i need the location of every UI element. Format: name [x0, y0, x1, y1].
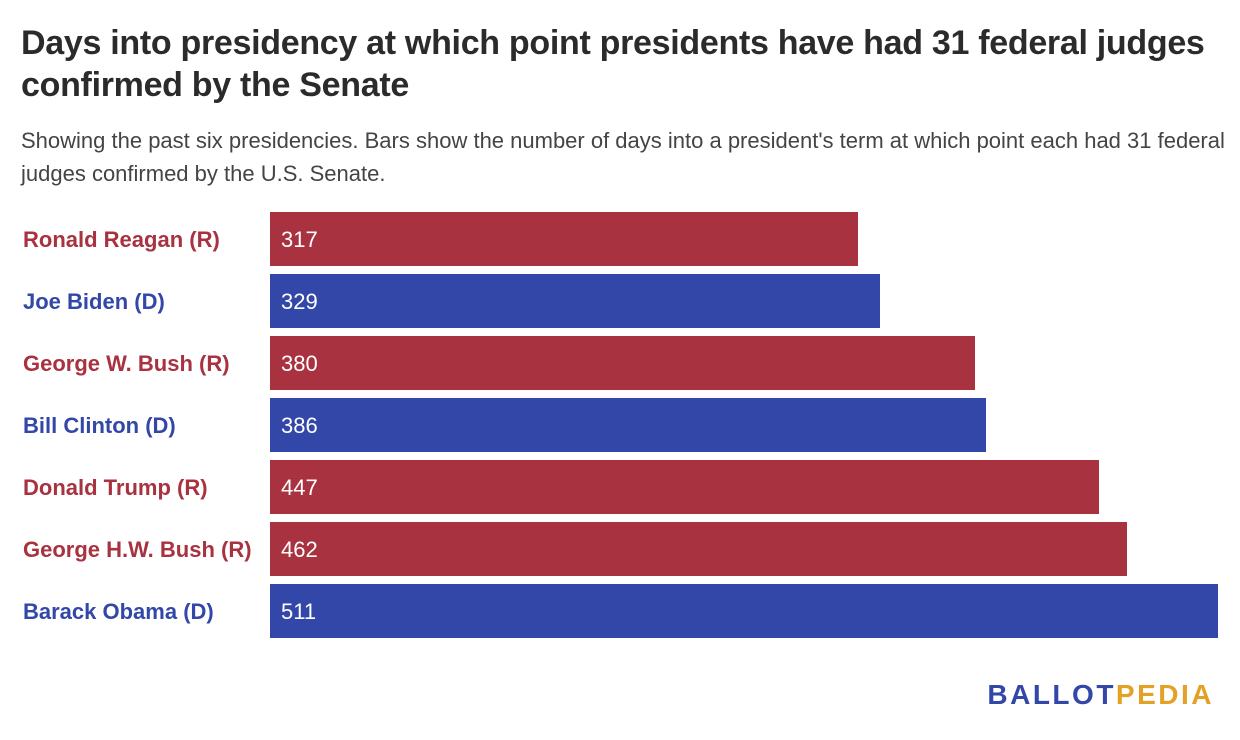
value-label-joe-biden-d: 329	[281, 289, 318, 314]
value-label-george-w-bush-r: 380	[281, 351, 318, 376]
bar-george-w-bush-r	[270, 336, 975, 390]
category-label-donald-trump-r: Donald Trump (R)	[23, 475, 208, 500]
value-label-bill-clinton-d: 386	[281, 413, 318, 438]
value-label-george-h-w-bush-r: 462	[281, 537, 318, 562]
bar-barack-obama-d	[270, 584, 1218, 638]
logo-part-ballot: BALLOT	[987, 679, 1116, 710]
category-label-barack-obama-d: Barack Obama (D)	[23, 599, 214, 624]
ballotpedia-logo: BALLOTPEDIA	[987, 678, 1214, 712]
chart-subtitle: Showing the past six presidencies. Bars …	[21, 128, 1225, 186]
category-label-joe-biden-d: Joe Biden (D)	[23, 289, 165, 314]
category-label-george-h-w-bush-r: George H.W. Bush (R)	[23, 537, 252, 562]
bar-chart: Ronald Reagan (R) 317 Joe Biden (D) 329 Geor…	[23, 212, 1218, 638]
bar-bill-clinton-d	[270, 398, 986, 452]
category-label-ronald-reagan-r: Ronald Reagan (R)	[23, 227, 220, 252]
logo-part-pedia: PEDIA	[1115, 679, 1214, 710]
bar-george-h-w-bush-r	[270, 522, 1127, 576]
category-label-george-w-bush-r: George W. Bush (R)	[23, 351, 230, 376]
value-label-barack-obama-d: 511	[281, 599, 316, 624]
bar-ronald-reagan-r	[270, 212, 858, 266]
bar-donald-trump-r	[270, 460, 1099, 514]
bar-joe-biden-d	[270, 274, 880, 328]
value-label-donald-trump-r: 447	[281, 475, 318, 500]
category-label-bill-clinton-d: Bill Clinton (D)	[23, 413, 176, 438]
value-label-ronald-reagan-r: 317	[281, 227, 318, 252]
chart-title: Days into presidency at which point pres…	[21, 24, 1205, 104]
